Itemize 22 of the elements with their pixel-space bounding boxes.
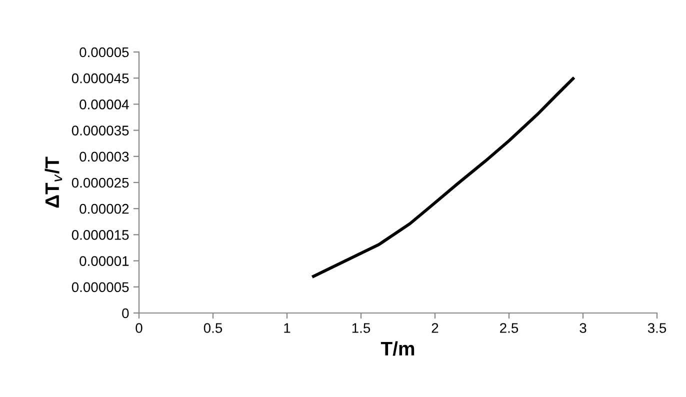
y-tick-label: 0.00004 xyxy=(80,100,129,110)
y-tick-label: 0 xyxy=(122,308,129,318)
x-axis-title: T/m xyxy=(380,341,414,356)
y-tick-label: 0.00002 xyxy=(80,204,129,214)
y-axis-title: ΔT$_{v}$/T xyxy=(44,156,62,208)
y-tick-label: 0.00005 xyxy=(80,47,129,58)
y-tick-label: 0.000045 xyxy=(72,73,129,84)
y-tick-label: 0.00003 xyxy=(80,152,129,162)
y-tick-label: 0.000025 xyxy=(72,178,129,188)
x-tick-label: 0.5 xyxy=(204,323,222,333)
line-series xyxy=(310,76,576,279)
y-tick-label: 0.000015 xyxy=(72,230,129,240)
y-tick-label: 0.000005 xyxy=(72,282,129,292)
x-tick-label: 1.5 xyxy=(352,323,370,333)
x-tick-label: 2 xyxy=(432,323,438,333)
x-tick-label: 0 xyxy=(136,323,142,333)
x-tick-label: 3.5 xyxy=(648,323,666,333)
x-tick-label: 2.5 xyxy=(500,323,518,333)
x-tick-label: 3 xyxy=(580,323,586,333)
y-tick-label: 0.00001 xyxy=(80,256,129,266)
x-tick-label: 1 xyxy=(284,323,290,333)
y-tick-label: 0.000035 xyxy=(72,126,129,136)
